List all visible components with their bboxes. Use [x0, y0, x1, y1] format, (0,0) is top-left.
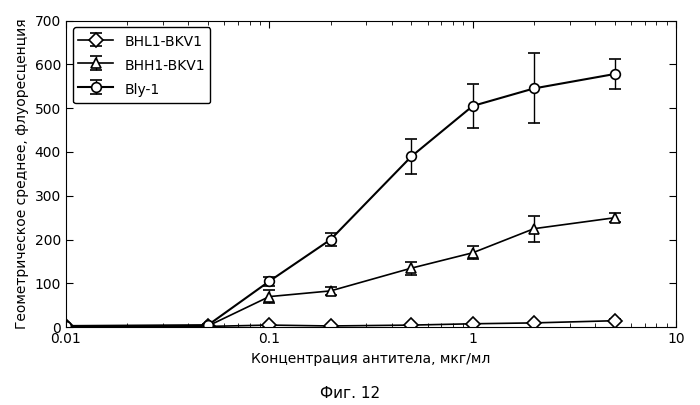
X-axis label: Концентрация антитела, мкг/мл: Концентрация антитела, мкг/мл: [251, 352, 491, 366]
Y-axis label: Геометрическое среднее, флуоресценция: Геометрическое среднее, флуоресценция: [15, 19, 29, 329]
Legend: BHL1-BKV1, BHH1-BKV1, Bly-1: BHL1-BKV1, BHH1-BKV1, Bly-1: [73, 28, 210, 103]
Text: Фиг. 12: Фиг. 12: [320, 386, 380, 401]
